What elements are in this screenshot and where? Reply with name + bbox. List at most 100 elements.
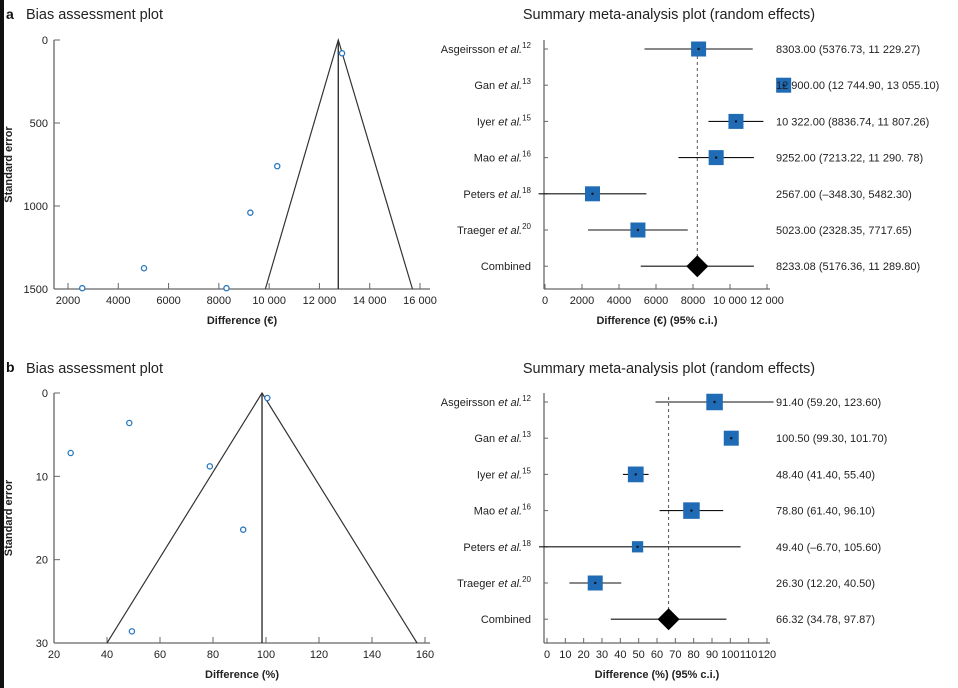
study-value-label: 100.50 (99.30, 101.70) (776, 433, 887, 445)
data-point (338, 50, 346, 57)
study-label: Traeger et al.20 (457, 575, 531, 590)
study-value-label: 48.40 (41.40, 55.40) (776, 469, 875, 481)
x-tick-label: 10 000 (252, 295, 286, 307)
study-value-label: 26.30 (12.20, 40.50) (776, 578, 875, 590)
combined-label: Combined (481, 261, 531, 273)
x-tick-label: 20 (48, 649, 60, 661)
point-estimate (714, 156, 718, 159)
data-point (247, 209, 254, 216)
study-value-label: 78.80 (61.40, 96.10) (776, 506, 875, 518)
combined-value-label: 66.32 (34.78, 97.87) (776, 614, 875, 626)
x-tick-label: 8000 (207, 295, 231, 307)
x-tick-label: 4000 (106, 295, 130, 307)
data-point (79, 284, 86, 292)
x-tick-label: 100 (257, 649, 275, 661)
x-tick-label: 80 (688, 649, 700, 661)
point-estimate (591, 192, 594, 195)
x-tick-label: 140 (363, 649, 381, 661)
y-tick-label: 0 (42, 388, 48, 400)
point-estimate (636, 228, 640, 232)
x-tick-label: 70 (669, 649, 681, 661)
y-axis-label: Standard error (3, 126, 15, 203)
y-tick-label: 20 (36, 555, 48, 567)
study-label: Gan et al.13 (474, 430, 531, 445)
y-tick-label: 500 (30, 118, 48, 130)
study-label: Peters et al.18 (463, 186, 531, 201)
study-label: Iyer et al.15 (477, 113, 532, 128)
point-estimate (697, 47, 700, 51)
study-value-label: 9252.00 (7213.22, 11 290. 78) (776, 153, 923, 165)
y-tick-label: 0 (42, 35, 48, 47)
study-value-label: 12 900.00 (12 744.90, 13 055.10) (776, 80, 939, 92)
study-label: Mao et al.16 (474, 503, 532, 518)
x-tick-label: 6000 (156, 295, 180, 307)
x-tick-label: 50 (633, 649, 645, 661)
x-tick-label: 0 (544, 649, 550, 661)
x-tick-label: 2000 (56, 295, 80, 307)
point-estimate (782, 84, 785, 87)
study-label: Mao et al.16 (474, 150, 532, 165)
x-tick-label: 6000 (644, 295, 668, 307)
combined-value-label: 8233.08 (5176.36, 11 289.80) (776, 261, 920, 273)
study-label: Peters et al.18 (463, 539, 531, 554)
study-label: Gan et al.13 (474, 77, 531, 92)
study-label: Traeger et al.20 (457, 222, 531, 237)
x-axis-label: Difference (€) (207, 315, 278, 327)
point-estimate (594, 581, 597, 585)
x-tick-label: 80 (207, 649, 219, 661)
data-point (128, 628, 136, 635)
x-axis-label: Difference (%) (205, 669, 279, 681)
data-point (264, 394, 271, 402)
point-estimate (690, 509, 693, 512)
x-tick-label: 120 (310, 649, 328, 661)
x-tick-label: 20 (578, 649, 590, 661)
x-tick-label: 12 000 (303, 295, 337, 307)
x-tick-label: 2000 (570, 295, 594, 307)
combined-label: Combined (481, 614, 531, 626)
panel-label-b: b (6, 359, 15, 375)
point-estimate (636, 545, 639, 548)
y-tick-label: 1000 (24, 201, 48, 213)
study-label: Asgeirsson et al.12 (441, 41, 532, 56)
x-tick-label: 0 (542, 295, 548, 307)
combined-diamond (686, 255, 709, 278)
x-tick-label: 10 (559, 649, 571, 661)
x-tick-label: 40 (101, 649, 113, 661)
point-estimate (730, 437, 733, 440)
study-value-label: 91.40 (59.20, 123.60) (776, 397, 881, 409)
x-tick-label: 10 000 (713, 295, 747, 307)
panel-label-a: a (6, 6, 14, 22)
y-tick-label: 30 (36, 638, 48, 650)
y-axis-label: Standard error (3, 479, 15, 556)
chart-title: Summary meta-analysis plot (random effec… (523, 7, 815, 23)
x-tick-label: 100 (721, 649, 739, 661)
x-tick-label: 90 (706, 649, 718, 661)
study-value-label: 5023.00 (2328.35, 7717.65) (776, 225, 912, 237)
chart-title: Summary meta-analysis plot (random effec… (523, 361, 815, 377)
point-estimate (634, 473, 637, 476)
x-tick-label: 12 000 (750, 295, 784, 307)
x-tick-label: 14 000 (353, 295, 387, 307)
chart-title: Bias assessment plot (26, 7, 163, 23)
x-tick-label: 4000 (607, 295, 631, 307)
point-estimate (734, 120, 738, 123)
data-point (67, 449, 74, 457)
y-tick-label: 10 (36, 471, 48, 483)
data-point (273, 162, 281, 170)
x-tick-label: 120 (758, 649, 776, 661)
x-tick-label: 60 (154, 649, 166, 661)
x-tick-label: 110 (740, 649, 758, 661)
study-value-label: 2567.00 (–348.30, 5482.30) (776, 189, 912, 201)
point-estimate (713, 400, 716, 404)
x-tick-label: 30 (596, 649, 608, 661)
data-point (239, 526, 247, 533)
x-tick-label: 8000 (681, 295, 705, 307)
data-point (206, 463, 214, 470)
x-axis-label: Difference (€) (95% c.i.) (596, 315, 717, 327)
x-tick-label: 160 (416, 649, 434, 661)
study-label: Iyer et al.15 (477, 466, 532, 481)
study-value-label: 10 322.00 (8836.74, 11 807.26) (776, 116, 929, 128)
study-value-label: 49.40 (–6.70, 105.60) (776, 542, 881, 554)
